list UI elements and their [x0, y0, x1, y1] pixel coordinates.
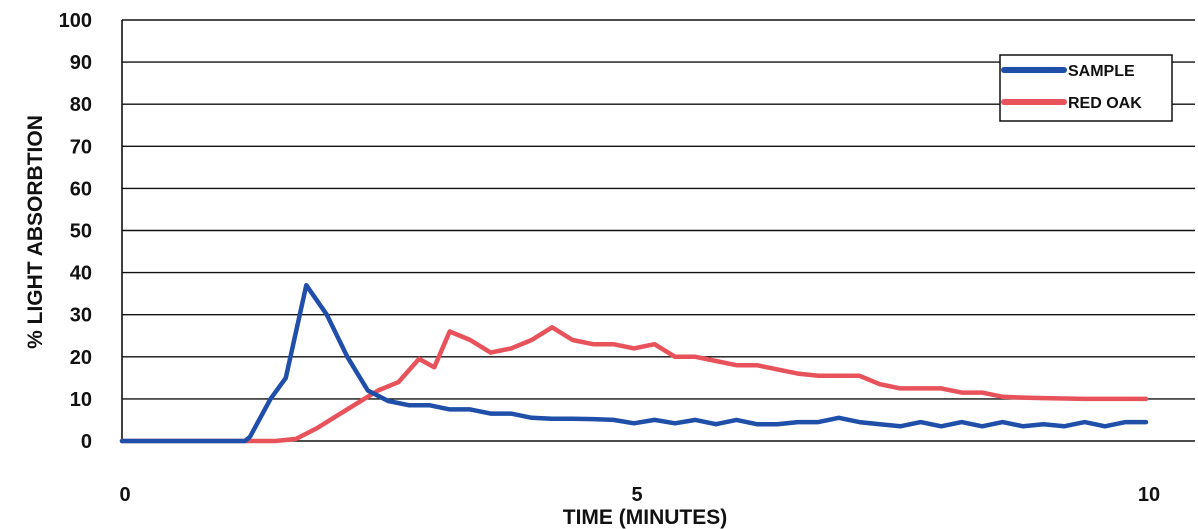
legend: SAMPLE RED OAK	[999, 54, 1173, 122]
y-tick-label: 20	[70, 347, 92, 369]
y-tick-label: 10	[70, 389, 92, 411]
y-tick-labels: 0 10 20 30 40 50 60 70 80 90 100	[59, 10, 92, 453]
y-tick-label: 80	[70, 94, 92, 116]
y-tick-label: 100	[59, 10, 92, 32]
series-line-sample	[119, 282, 1149, 444]
x-tick-label: 5	[631, 484, 642, 506]
series-layer	[119, 282, 1149, 444]
legend-label-red-oak: RED OAK	[1068, 95, 1142, 112]
y-tick-label: 70	[70, 136, 92, 158]
x-tick-label: 10	[1138, 484, 1160, 506]
y-tick-label: 0	[81, 431, 92, 453]
x-tick-label: 0	[119, 484, 130, 506]
x-axis-title: TIME (MINUTES)	[563, 506, 727, 529]
legend-box	[999, 54, 1173, 122]
y-tick-label: 50	[70, 221, 92, 243]
y-axis-title: % LIGHT ABSORBTION	[24, 115, 47, 349]
y-tick-label: 40	[70, 263, 92, 285]
y-tick-label: 60	[70, 178, 92, 200]
x-tick-labels: 0 5 10	[119, 484, 1160, 506]
legend-label-sample: SAMPLE	[1068, 63, 1135, 80]
y-tick-label: 90	[70, 52, 92, 74]
y-tick-label: 30	[70, 305, 92, 327]
series-line-red-oak	[119, 325, 1149, 444]
